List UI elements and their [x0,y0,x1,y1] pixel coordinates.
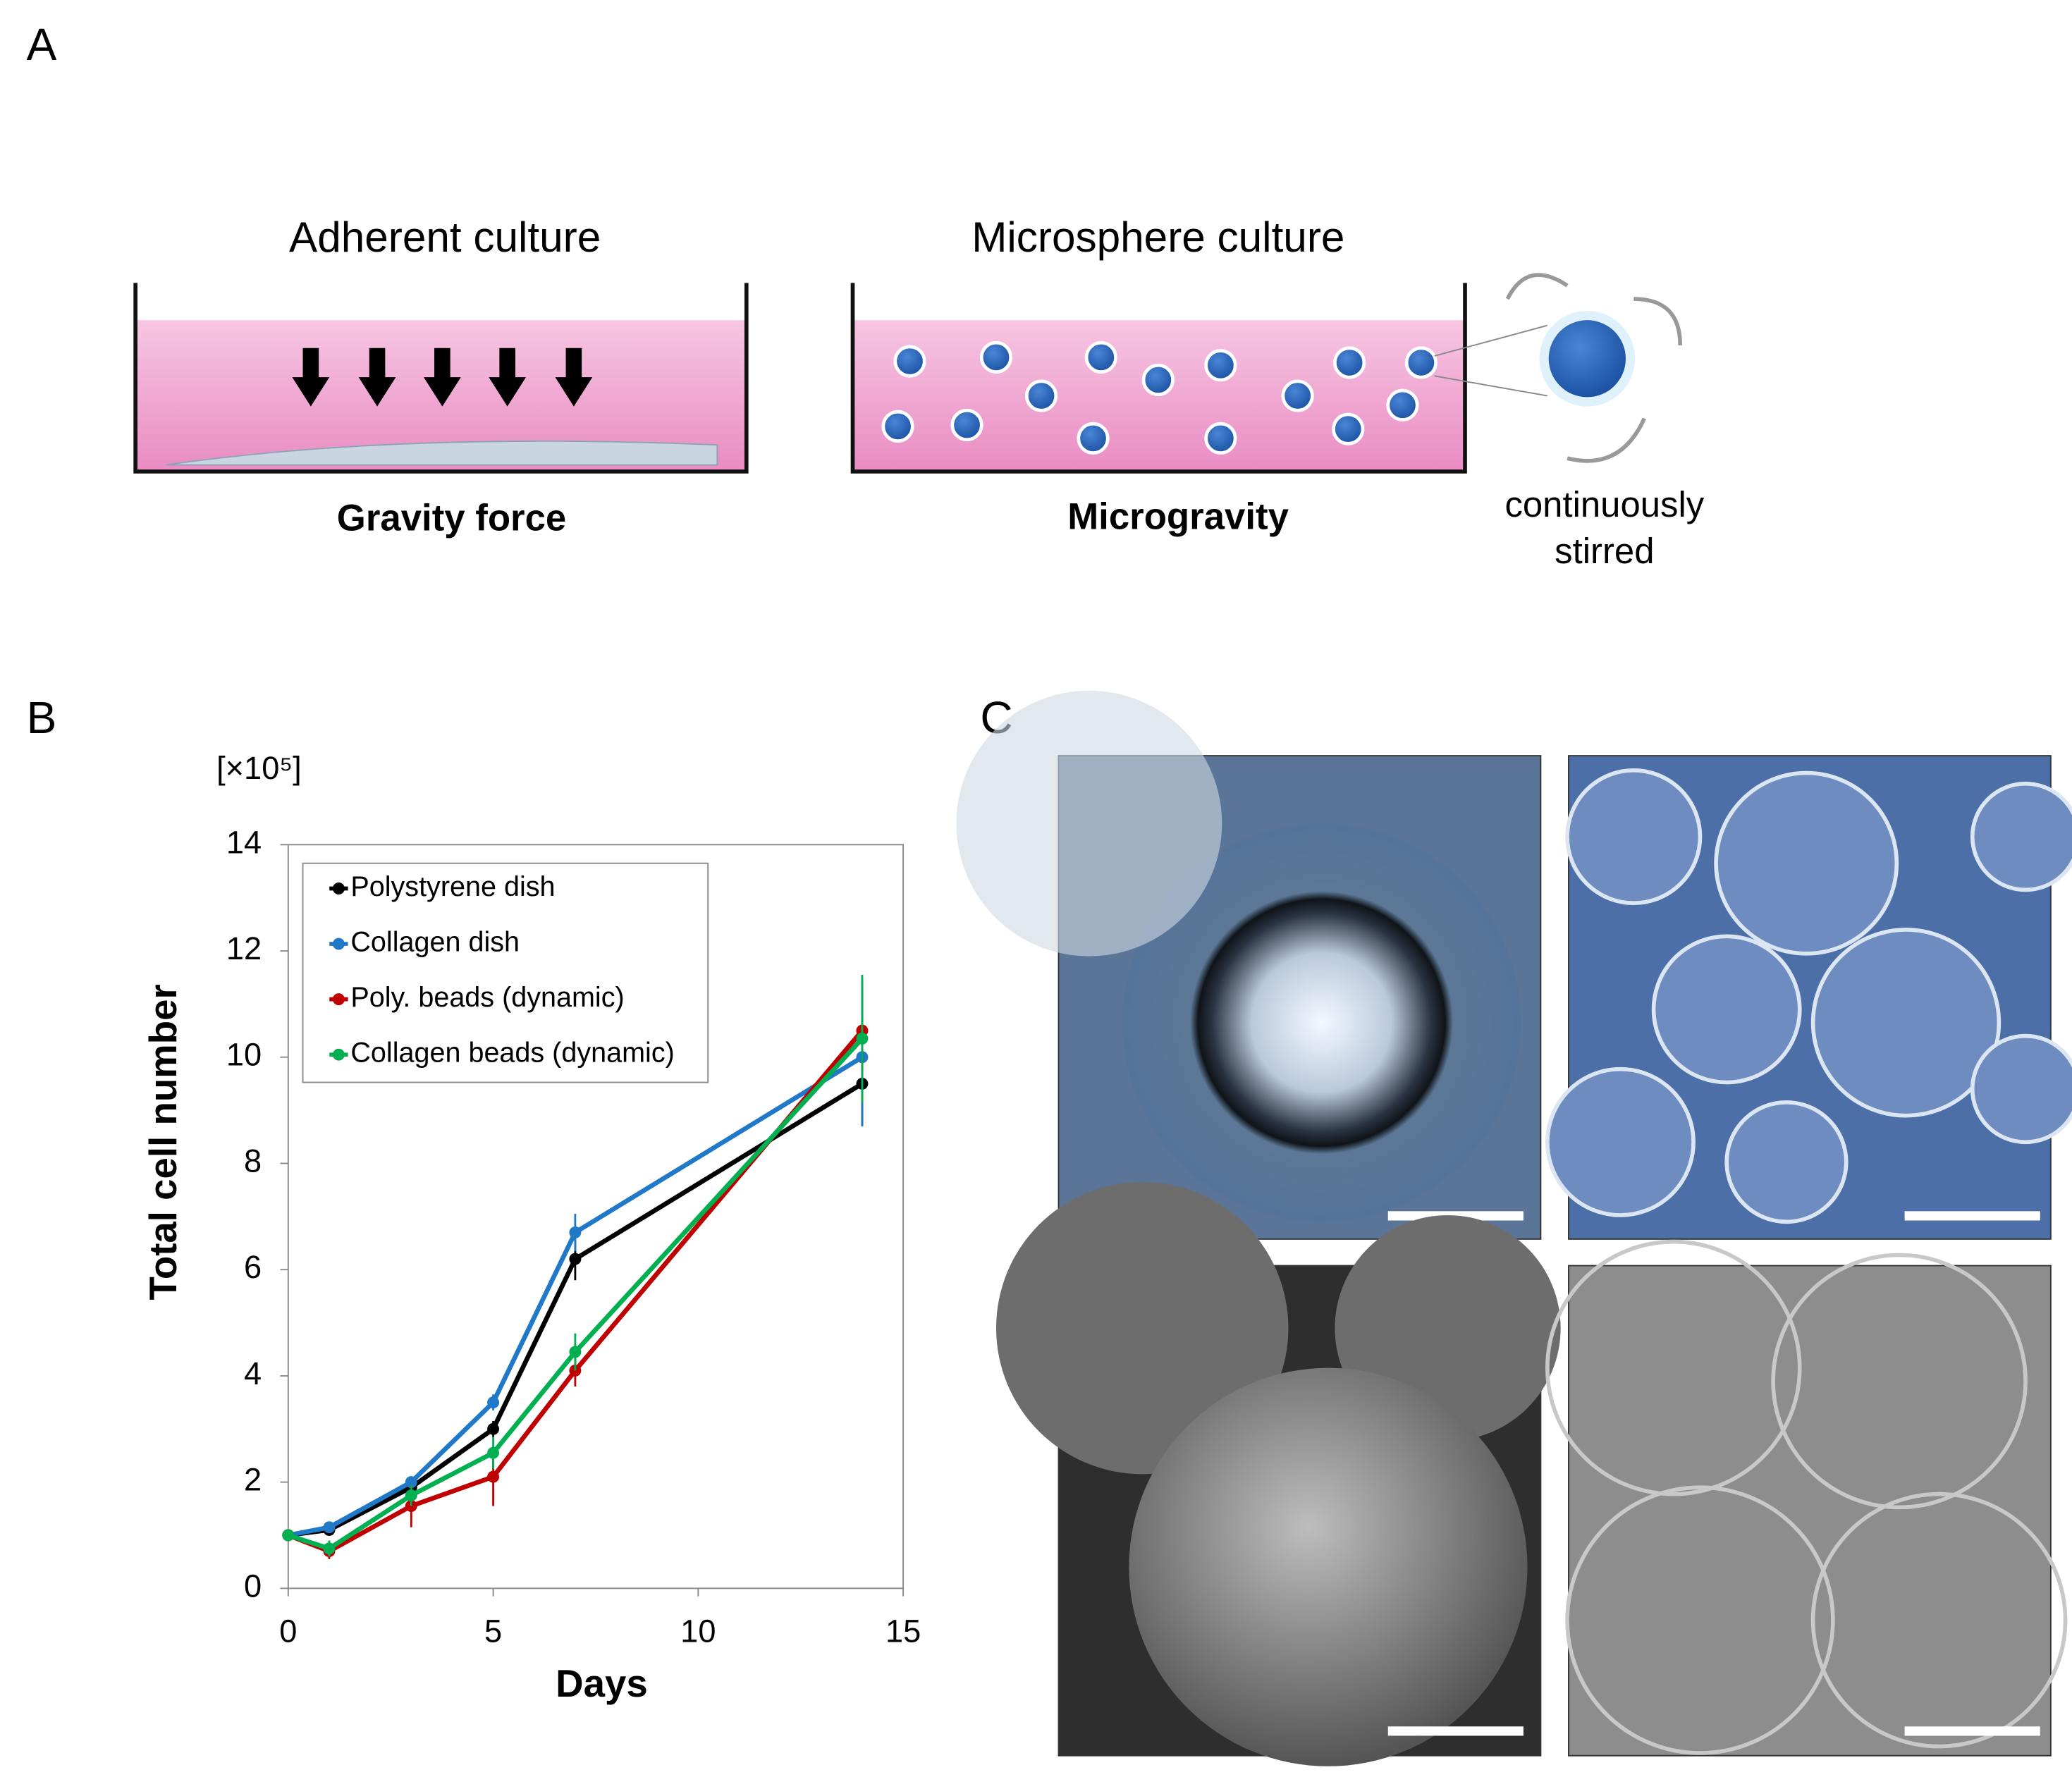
legend-label: Polystyrene dish [350,871,555,902]
legend [302,862,709,1083]
y-tick-label: 14 [226,824,262,860]
y-unit: [×10⁵] [216,750,302,786]
data-point [405,1476,417,1489]
bead-image [1122,823,1521,1222]
y-tick-label: 8 [244,1143,262,1179]
series-line [288,1054,864,1538]
sem-image [1568,1265,2052,1757]
y-tick-label: 4 [244,1355,262,1391]
plot-frame [287,844,905,1590]
data-point [856,1032,869,1045]
diagram-caption: Microgravity [1067,496,1289,538]
data-point [569,1226,582,1238]
data-point [405,1489,417,1501]
x-tick-label: 15 [885,1613,921,1649]
y-tick-label: 10 [226,1037,262,1073]
legend-marker [332,993,345,1006]
diagram-title: Microsphere culture [971,213,1344,261]
series-line [287,1037,864,1551]
bead-image [956,690,1222,957]
line-chart: [×10⁵] Days Total cell number 0 2 4 6 8 10 12 1… [142,750,921,1705]
dish [133,283,749,474]
y-tick-label: 6 [244,1249,262,1285]
legend-marker [332,883,345,894]
legend-marker [332,937,345,950]
scale-bar [1387,1726,1524,1736]
legend-marker [332,1048,345,1061]
y-axis-title: Total cell number [142,984,185,1300]
diagram-note: continuously [1504,484,1704,524]
bead-image [1129,1367,1528,1766]
scale-bar [1904,1211,2040,1221]
data-point [282,1529,295,1542]
zoom-lines [1434,324,1548,397]
legend-label: Collagen dish [350,927,520,958]
bead-image [995,1181,1289,1475]
x-tick-label: 5 [484,1613,502,1649]
cell-layer [166,440,718,466]
panel-label: B [27,692,57,743]
data-point [569,1253,582,1265]
series-line [288,1081,864,1538]
diagram-caption: Gravity force [337,498,566,539]
microspheres [881,340,1437,455]
data-point [487,1422,500,1435]
bead-zoom [1548,320,1626,398]
diagram-note: stirred [1555,531,1654,571]
legend-label: Poly. beads (dynamic) [350,982,624,1013]
bead-images [1545,768,2072,1224]
y-tick-label: 2 [244,1462,262,1498]
micrograph-panel [956,690,2072,1766]
diagram-title: Adherent culture [289,213,601,261]
legend-label: Collagen beads (dynamic) [350,1038,674,1069]
bead-outlines [1545,1239,2068,1755]
data-point [323,1542,336,1555]
x-tick-label: 0 [279,1613,297,1649]
x-axis-title: Days [556,1662,648,1705]
scale-bar [1904,1726,2040,1736]
y-tick-label: 12 [226,930,262,966]
data-point [487,1470,500,1483]
data-point [487,1396,500,1409]
data-point [323,1521,336,1534]
panel-label: A [27,19,57,70]
data-point [487,1446,500,1459]
x-tick-label: 10 [680,1613,716,1649]
data-point [569,1346,582,1358]
stir-arrows [1505,273,1683,463]
y-tick-label: 0 [244,1568,262,1604]
dish [850,283,1467,474]
